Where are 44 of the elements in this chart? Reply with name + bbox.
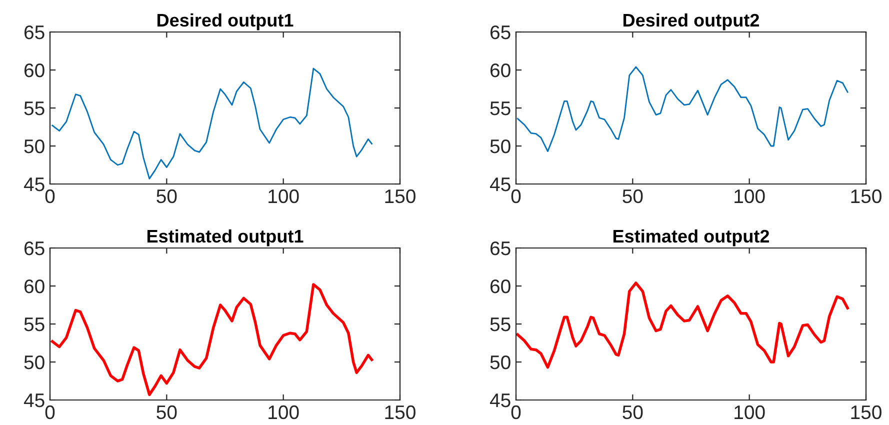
x-tick-label: 100	[268, 189, 299, 204]
x-tick-label: 100	[734, 189, 765, 204]
y-tick-label: 65	[490, 25, 510, 40]
y-tick-label: 45	[490, 178, 510, 192]
y-tick-label: 60	[24, 279, 44, 294]
x-tick-label: 0	[45, 189, 55, 204]
x-tick-label: 0	[511, 189, 521, 204]
y-tick-label: 45	[24, 394, 44, 408]
line-series	[516, 66, 848, 152]
x-tick-label: 150	[851, 189, 882, 204]
x-tick-label: 0	[45, 405, 55, 420]
y-tick-label: 50	[490, 355, 510, 370]
chart-title: Desired output2	[623, 13, 759, 30]
y-tick-label: 60	[490, 279, 510, 294]
x-tick-label: 50	[156, 189, 177, 204]
x-tick-label: 100	[734, 405, 765, 420]
y-tick-label: 55	[24, 102, 44, 116]
y-tick-label: 50	[24, 139, 44, 154]
x-tick-label: 150	[385, 405, 416, 420]
y-tick-label: 55	[490, 102, 510, 116]
line-series	[516, 282, 849, 369]
y-tick-label: 55	[490, 318, 510, 332]
x-tick-label: 50	[156, 405, 177, 420]
y-tick-label: 65	[490, 241, 510, 256]
x-tick-label: 50	[622, 405, 643, 420]
y-tick-label: 45	[490, 394, 510, 408]
chart-title: Estimated output1	[147, 229, 304, 246]
chart-title: Desired output1	[157, 13, 294, 30]
y-tick-label: 55	[24, 318, 44, 332]
y-tick-label: 60	[24, 63, 44, 78]
line-series	[50, 283, 374, 396]
y-tick-label: 65	[24, 25, 44, 40]
y-tick-label: 60	[490, 63, 510, 78]
y-tick-label: 50	[490, 139, 510, 154]
x-tick-label: 100	[268, 405, 299, 420]
x-tick-label: 150	[385, 189, 416, 204]
line-series	[52, 68, 372, 180]
chart-title: Estimated output2	[613, 229, 770, 246]
x-tick-label: 150	[851, 405, 882, 420]
x-tick-label: 50	[622, 189, 643, 204]
x-tick-label: 0	[511, 405, 521, 420]
y-tick-label: 65	[24, 241, 44, 256]
y-tick-label: 45	[24, 178, 44, 192]
y-tick-label: 50	[24, 355, 44, 370]
